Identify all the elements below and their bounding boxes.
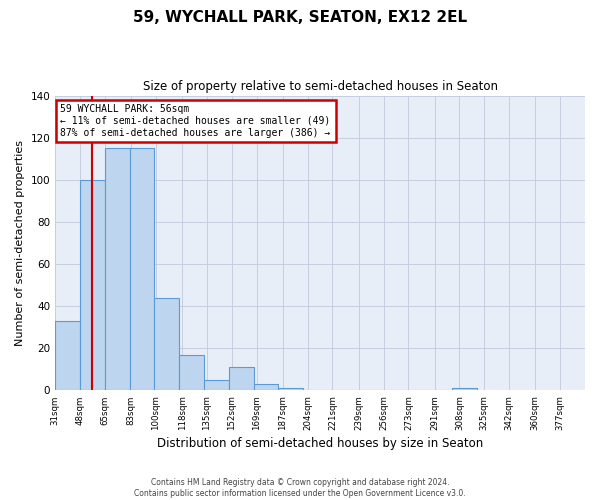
Bar [254,384,278,390]
Bar [130,148,154,390]
Bar [55,321,80,390]
Text: 59, WYCHALL PARK, SEATON, EX12 2EL: 59, WYCHALL PARK, SEATON, EX12 2EL [133,10,467,25]
Bar [278,388,303,390]
Bar [179,354,204,390]
X-axis label: Distribution of semi-detached houses by size in Seaton: Distribution of semi-detached houses by … [157,437,483,450]
Bar [204,380,229,390]
Bar [452,388,477,390]
Text: Contains HM Land Registry data © Crown copyright and database right 2024.
Contai: Contains HM Land Registry data © Crown c… [134,478,466,498]
Text: 59 WYCHALL PARK: 56sqm
← 11% of semi-detached houses are smaller (49)
87% of sem: 59 WYCHALL PARK: 56sqm ← 11% of semi-det… [61,104,331,138]
Bar [154,298,179,390]
Title: Size of property relative to semi-detached houses in Seaton: Size of property relative to semi-detach… [143,80,497,93]
Bar [80,180,105,390]
Y-axis label: Number of semi-detached properties: Number of semi-detached properties [15,140,25,346]
Bar [105,148,130,390]
Bar [229,367,254,390]
